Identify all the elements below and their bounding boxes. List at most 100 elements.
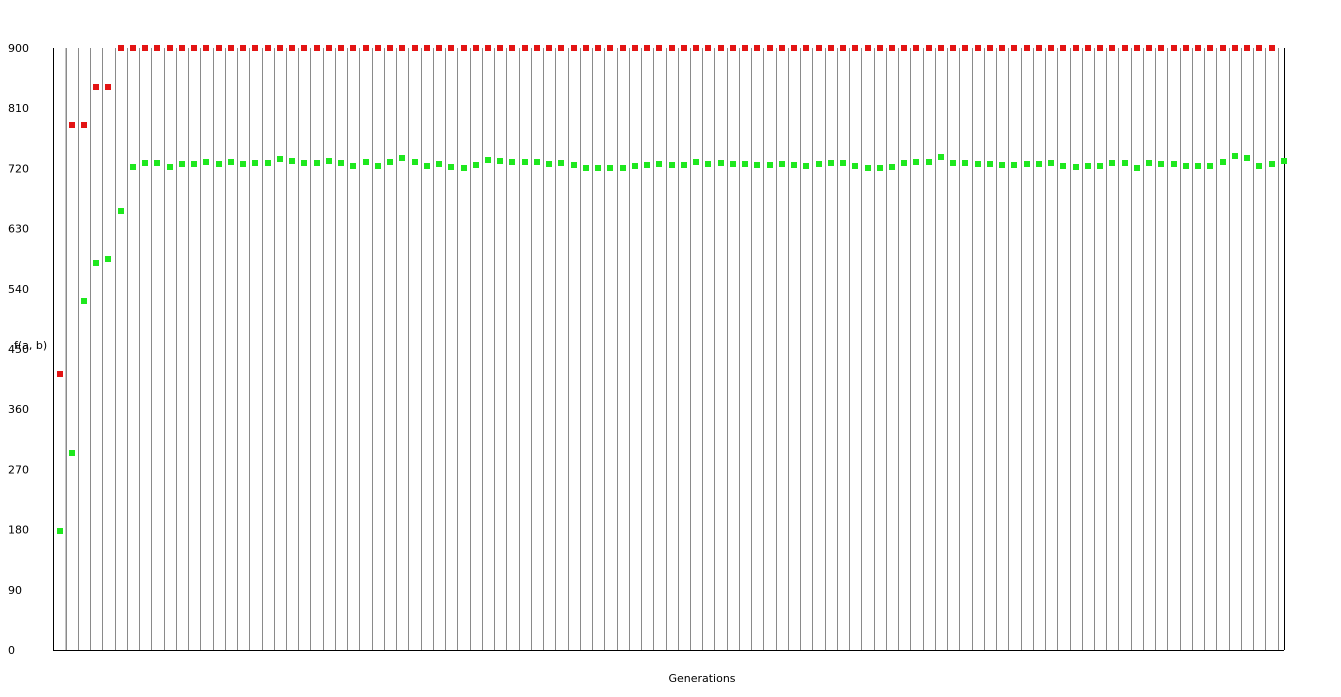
average-point	[705, 161, 711, 167]
best-point	[436, 45, 442, 51]
y-tick-label: 270	[8, 463, 29, 476]
average-point	[1158, 161, 1164, 167]
best-point	[1122, 45, 1128, 51]
average-point	[509, 159, 515, 165]
average-point	[926, 159, 932, 165]
average-point	[644, 162, 650, 168]
best-point	[216, 45, 222, 51]
best-point	[167, 45, 173, 51]
best-point	[1146, 45, 1152, 51]
best-point	[913, 45, 919, 51]
best-point	[424, 45, 430, 51]
average-point	[962, 160, 968, 166]
best-point	[1073, 45, 1079, 51]
best-point	[314, 45, 320, 51]
best-point	[1158, 45, 1164, 51]
best-point	[950, 45, 956, 51]
x-axis-label: Generations	[668, 672, 735, 685]
average-point	[93, 260, 99, 266]
series-best-points	[57, 45, 1275, 377]
average-point	[265, 160, 271, 166]
axes	[53, 48, 1285, 651]
average-point	[69, 450, 75, 456]
best-point	[473, 45, 479, 51]
best-point	[228, 45, 234, 51]
average-point	[742, 161, 748, 167]
best-point	[620, 45, 626, 51]
average-point	[607, 165, 613, 171]
best-point	[754, 45, 760, 51]
average-point	[240, 161, 246, 167]
best-point	[583, 45, 589, 51]
best-point	[730, 45, 736, 51]
best-point	[693, 45, 699, 51]
average-point	[865, 165, 871, 171]
best-point	[1048, 45, 1054, 51]
y-tick-labels: 0 90 180 270 360 450 540 630 720 810 900	[8, 42, 29, 657]
average-point	[730, 161, 736, 167]
average-point	[142, 160, 148, 166]
best-point	[1024, 45, 1030, 51]
best-point	[1134, 45, 1140, 51]
best-point	[681, 45, 687, 51]
average-point	[203, 159, 209, 165]
best-point	[705, 45, 711, 51]
best-point	[326, 45, 332, 51]
average-point	[1244, 155, 1250, 161]
best-point	[595, 45, 601, 51]
best-point	[1256, 45, 1262, 51]
best-point	[179, 45, 185, 51]
average-point	[975, 161, 981, 167]
average-point	[840, 160, 846, 166]
best-point	[93, 84, 99, 90]
average-point	[1036, 161, 1042, 167]
average-point	[913, 159, 919, 165]
average-point	[669, 162, 675, 168]
average-point	[1269, 161, 1275, 167]
best-point	[607, 45, 613, 51]
y-tick-label: 360	[8, 403, 29, 416]
average-point	[326, 158, 332, 164]
best-point	[632, 45, 638, 51]
average-point	[179, 161, 185, 167]
best-point	[105, 84, 111, 90]
best-point	[779, 45, 785, 51]
y-tick-label: 0	[8, 644, 15, 657]
best-point	[1183, 45, 1189, 51]
best-point	[1060, 45, 1066, 51]
best-point	[1220, 45, 1226, 51]
best-point	[889, 45, 895, 51]
best-point	[901, 45, 907, 51]
best-point	[375, 45, 381, 51]
y-tick-label: 900	[8, 42, 29, 55]
best-point	[1036, 45, 1042, 51]
y-tick-label: 720	[8, 162, 29, 175]
best-point	[240, 45, 246, 51]
average-point	[1281, 158, 1287, 164]
average-point	[1195, 163, 1201, 169]
best-point	[522, 45, 528, 51]
average-point	[216, 161, 222, 167]
best-point	[1207, 45, 1213, 51]
average-point	[363, 159, 369, 165]
best-point	[1232, 45, 1238, 51]
best-point	[558, 45, 564, 51]
average-point	[1097, 163, 1103, 169]
average-point	[1146, 160, 1152, 166]
average-point	[852, 163, 858, 169]
best-point	[840, 45, 846, 51]
average-point	[289, 158, 295, 164]
best-point	[828, 45, 834, 51]
average-point	[1073, 164, 1079, 170]
best-point	[203, 45, 209, 51]
average-point	[583, 165, 589, 171]
best-point	[1195, 45, 1201, 51]
average-point	[754, 162, 760, 168]
best-point	[1171, 45, 1177, 51]
best-point	[938, 45, 944, 51]
average-point	[375, 163, 381, 169]
best-point	[252, 45, 258, 51]
best-point	[975, 45, 981, 51]
average-point	[497, 158, 503, 164]
